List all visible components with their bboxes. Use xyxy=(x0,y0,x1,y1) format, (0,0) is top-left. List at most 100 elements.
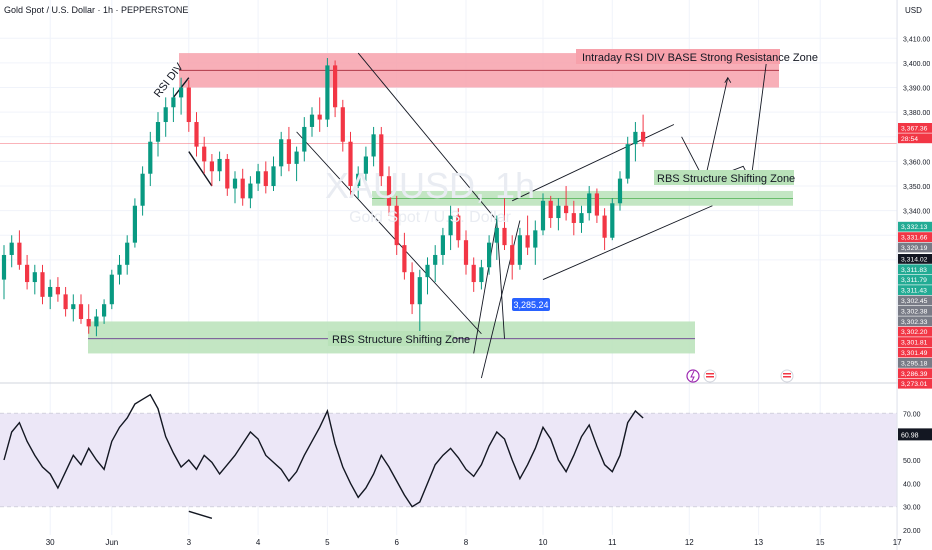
price-tag-label: 3,302.20 xyxy=(901,329,928,336)
candle-body xyxy=(279,139,284,167)
time-tick-label: 15 xyxy=(816,538,825,547)
candle-body xyxy=(610,203,615,238)
candle-body xyxy=(325,65,330,120)
candle-body xyxy=(271,166,276,187)
candle-body xyxy=(240,178,245,199)
candle-body xyxy=(194,122,199,147)
candle-body xyxy=(517,235,522,265)
lightning-icon xyxy=(690,370,695,382)
time-tick-label: Jun xyxy=(105,538,118,547)
price-tag-label: 3,301.81 xyxy=(901,340,928,347)
resistance-zone-label: Intraday RSI DIV BASE Strong Resistance … xyxy=(582,52,818,64)
candle-body xyxy=(9,242,14,255)
candle-body xyxy=(202,146,207,162)
chart-title: Gold Spot / U.S. Dollar · 1h · PEPPERSTO… xyxy=(4,5,188,15)
time-tick-label: 8 xyxy=(464,538,469,547)
candle-body xyxy=(579,213,584,223)
price-tag xyxy=(898,232,932,242)
time-tick-label: 6 xyxy=(394,538,399,547)
candle-body xyxy=(402,245,407,273)
candle-body xyxy=(179,87,184,98)
time-tick-label: 12 xyxy=(685,538,694,547)
time-tick-label: 4 xyxy=(256,538,261,547)
rsi-value-label: 60.98 xyxy=(901,432,919,439)
price-tick-label: 3,340.00 xyxy=(903,209,930,216)
price-tick-label: 3,380.00 xyxy=(903,110,930,117)
candle-body xyxy=(525,235,530,248)
time-tick-label: 3 xyxy=(187,538,192,547)
candle-body xyxy=(487,242,492,268)
candle-body xyxy=(371,134,376,157)
price-tag-label: 3,311.83 xyxy=(901,267,927,274)
price-tick-label: 3,350.00 xyxy=(903,184,930,191)
candle-body xyxy=(533,230,538,248)
candle-body xyxy=(209,161,214,172)
candle-body xyxy=(263,171,268,187)
candle-body xyxy=(564,205,569,214)
candle-body xyxy=(510,245,515,265)
price-tag-label: 3,331.66 xyxy=(901,235,928,242)
candle-body xyxy=(232,178,238,189)
candle-body xyxy=(140,173,145,206)
candle-body xyxy=(78,304,84,319)
resistance-label-bg xyxy=(576,49,780,64)
rsi-tick-label: 40.00 xyxy=(903,481,921,488)
candle-layer xyxy=(1,58,646,339)
event-icons[interactable] xyxy=(686,369,794,383)
candle-body xyxy=(340,107,345,142)
candle-body xyxy=(171,97,176,108)
price-tag xyxy=(898,221,932,232)
candle-body xyxy=(602,215,607,238)
candle-body xyxy=(594,193,599,216)
time-tick-label: 17 xyxy=(893,538,902,547)
candle-body xyxy=(256,171,261,184)
candle-body xyxy=(48,286,53,297)
flag-stripe-icon xyxy=(783,373,791,375)
down-channel-upper-line xyxy=(357,52,498,221)
rsi-line xyxy=(3,393,644,508)
rsi-band xyxy=(0,413,897,507)
candle-body xyxy=(40,272,45,297)
price-tag xyxy=(898,133,932,144)
candle-body xyxy=(356,173,361,187)
candle-body xyxy=(286,139,291,164)
up-channel-lower-line xyxy=(542,205,713,281)
price-tag xyxy=(898,316,932,327)
price-tag xyxy=(898,295,932,306)
rsi-tick-label: 20.00 xyxy=(903,528,921,535)
candle-body xyxy=(479,267,484,283)
time-tick-label: 30 xyxy=(46,538,55,547)
candle-body xyxy=(317,114,322,120)
candle-body xyxy=(494,227,499,243)
price-tag-label: 3,329.19 xyxy=(901,245,928,252)
currency-label[interactable]: USD xyxy=(905,6,922,15)
rsi-divergence-line xyxy=(188,510,213,520)
time-tick-label: 5 xyxy=(325,538,330,547)
price-tag xyxy=(898,306,932,316)
candle-body xyxy=(148,141,153,174)
dividend-event-icon[interactable] xyxy=(686,369,700,383)
candle-body xyxy=(641,131,646,142)
candle-body xyxy=(71,304,76,310)
price-tag xyxy=(898,337,932,347)
candle-body xyxy=(386,176,392,206)
candle-body xyxy=(633,131,638,145)
rsi-div-lower-trendline xyxy=(188,151,213,187)
candle-body xyxy=(125,242,130,265)
candle-body xyxy=(410,272,415,305)
rsi-tick-label: 50.00 xyxy=(903,458,921,465)
watermark-symbol: XAUUSD, 1h xyxy=(325,165,535,206)
candle-body xyxy=(463,240,469,265)
candle-body xyxy=(556,205,561,219)
price-tag-label: 3,311.43 xyxy=(901,288,927,295)
lower-structure-label-bg xyxy=(328,331,454,346)
upper-structure-label-bg xyxy=(654,170,794,185)
watermark-description: Gold Spot / U.S. Dollar xyxy=(349,209,512,226)
candle-body xyxy=(225,158,230,189)
time-tick-label: 11 xyxy=(608,538,617,547)
candle-body xyxy=(625,144,630,179)
candle-body xyxy=(109,274,114,305)
upper-structure-zone-label: RBS Structure Shifting Zone xyxy=(657,173,795,185)
candle-body xyxy=(186,87,191,123)
